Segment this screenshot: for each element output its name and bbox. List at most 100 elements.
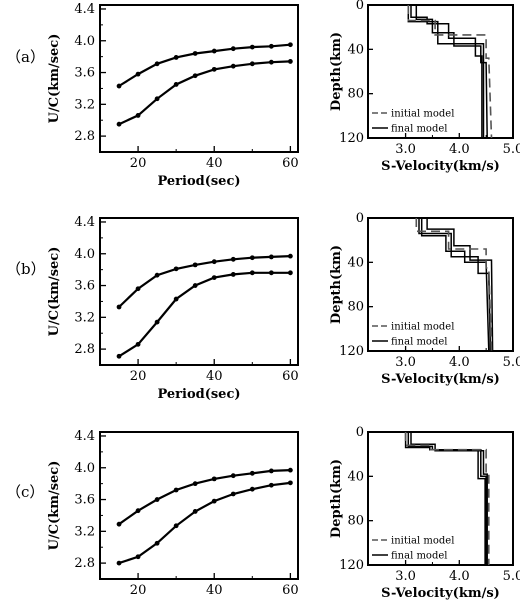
data-point [173, 523, 179, 529]
data-point [173, 266, 179, 272]
y-tick-label: 3.2 [74, 524, 95, 539]
initial-model-line [407, 5, 493, 139]
x-tick-label: 20 [130, 156, 147, 171]
data-point [192, 51, 198, 56]
y-tick-label: 40 [347, 469, 364, 484]
y-tick-label: 2.8 [74, 556, 95, 571]
data-point [211, 48, 217, 54]
data-point [116, 83, 122, 89]
dispersion-curve [118, 255, 291, 308]
data-point [192, 73, 198, 79]
data-point [192, 509, 198, 514]
data-point [211, 476, 217, 482]
data-point [211, 498, 217, 504]
data-point [287, 467, 293, 473]
y-tick-label: 4.0 [74, 34, 95, 49]
dispersion-curve [118, 469, 291, 526]
data-point [211, 259, 217, 265]
x-tick-label: 3.0 [395, 142, 416, 157]
x-tick-label: 5.0 [503, 142, 520, 157]
y-tick-label: 40 [347, 255, 364, 270]
data-point [230, 473, 236, 479]
y-tick-label: 4.4 [74, 429, 95, 444]
legend-initial-label: initial model [391, 109, 454, 120]
data-point [135, 113, 141, 118]
y-tick-label: 0 [356, 0, 364, 13]
y-tick-label: 2.8 [74, 342, 95, 357]
data-point [135, 508, 141, 514]
y-tick-label: 40 [347, 42, 364, 57]
data-point [173, 55, 179, 60]
y-axis-label: Depth(km) [329, 459, 344, 538]
panel-label: （a） [6, 48, 45, 66]
velocity-frame [367, 4, 514, 139]
y-tick-label: 80 [347, 87, 364, 102]
final-model-line [420, 218, 490, 352]
data-point [116, 560, 122, 566]
legend-final-label: final model [391, 124, 447, 135]
data-point [287, 270, 293, 276]
y-axis-label: Depth(km) [329, 245, 344, 324]
dispersion-curve [118, 60, 291, 126]
y-tick-label: 3.6 [74, 66, 95, 81]
initial-model-line [415, 218, 493, 352]
y-tick-label: 3.6 [74, 493, 95, 508]
data-point [135, 554, 141, 560]
data-point [230, 256, 236, 262]
final-model-line [404, 432, 486, 565]
y-tick-label: 120 [339, 131, 364, 146]
y-tick-label: 120 [339, 558, 364, 573]
x-tick-label: 60 [282, 369, 299, 384]
data-point [192, 481, 198, 487]
y-tick-label: 0 [356, 425, 364, 440]
dispersion-frame [99, 217, 299, 366]
x-tick-label: 3.0 [395, 569, 416, 584]
y-tick-label: 2.8 [74, 129, 95, 144]
data-point [268, 43, 274, 49]
x-tick-label: 60 [282, 583, 299, 598]
data-point [173, 82, 179, 87]
data-point [116, 121, 122, 127]
panel-label: （c） [6, 483, 44, 501]
x-tick-label: 5.0 [503, 355, 520, 370]
data-point [116, 521, 122, 527]
data-point [268, 468, 274, 474]
data-point [173, 296, 179, 302]
dispersion-curve [118, 481, 291, 565]
x-tick-label: 4.0 [449, 142, 470, 157]
x-tick-label: 3.0 [395, 355, 416, 370]
data-point [211, 66, 217, 72]
y-tick-label: 4.4 [74, 2, 95, 17]
panel-label: （b） [6, 260, 46, 278]
y-tick-label: 120 [339, 344, 364, 359]
final-model-line [426, 218, 494, 352]
data-point [249, 61, 255, 67]
data-point [135, 286, 141, 292]
x-tick-label: 40 [206, 369, 223, 384]
y-tick-label: 4.4 [74, 215, 95, 230]
y-tick-label: 3.2 [74, 310, 95, 325]
y-tick-label: 3.2 [74, 97, 95, 112]
data-point [230, 63, 236, 69]
final-model-line [418, 218, 492, 352]
data-point [154, 319, 160, 325]
data-point [230, 272, 236, 277]
data-point [268, 59, 274, 65]
x-tick-label: 40 [206, 156, 223, 171]
data-point [249, 270, 255, 276]
data-point [154, 96, 160, 102]
data-point [154, 272, 160, 278]
data-point [116, 304, 122, 310]
data-point [249, 486, 255, 492]
velocity-frame [367, 217, 514, 352]
data-point [268, 254, 274, 260]
data-point [211, 275, 217, 280]
x-axis-label: S-Velocity(km/s) [381, 586, 500, 601]
data-point [249, 44, 255, 50]
y-tick-label: 80 [347, 514, 364, 529]
data-point [268, 270, 274, 276]
legend-initial-label: initial model [391, 536, 454, 547]
dispersion-curve [118, 271, 291, 358]
velocity-frame [367, 431, 514, 566]
